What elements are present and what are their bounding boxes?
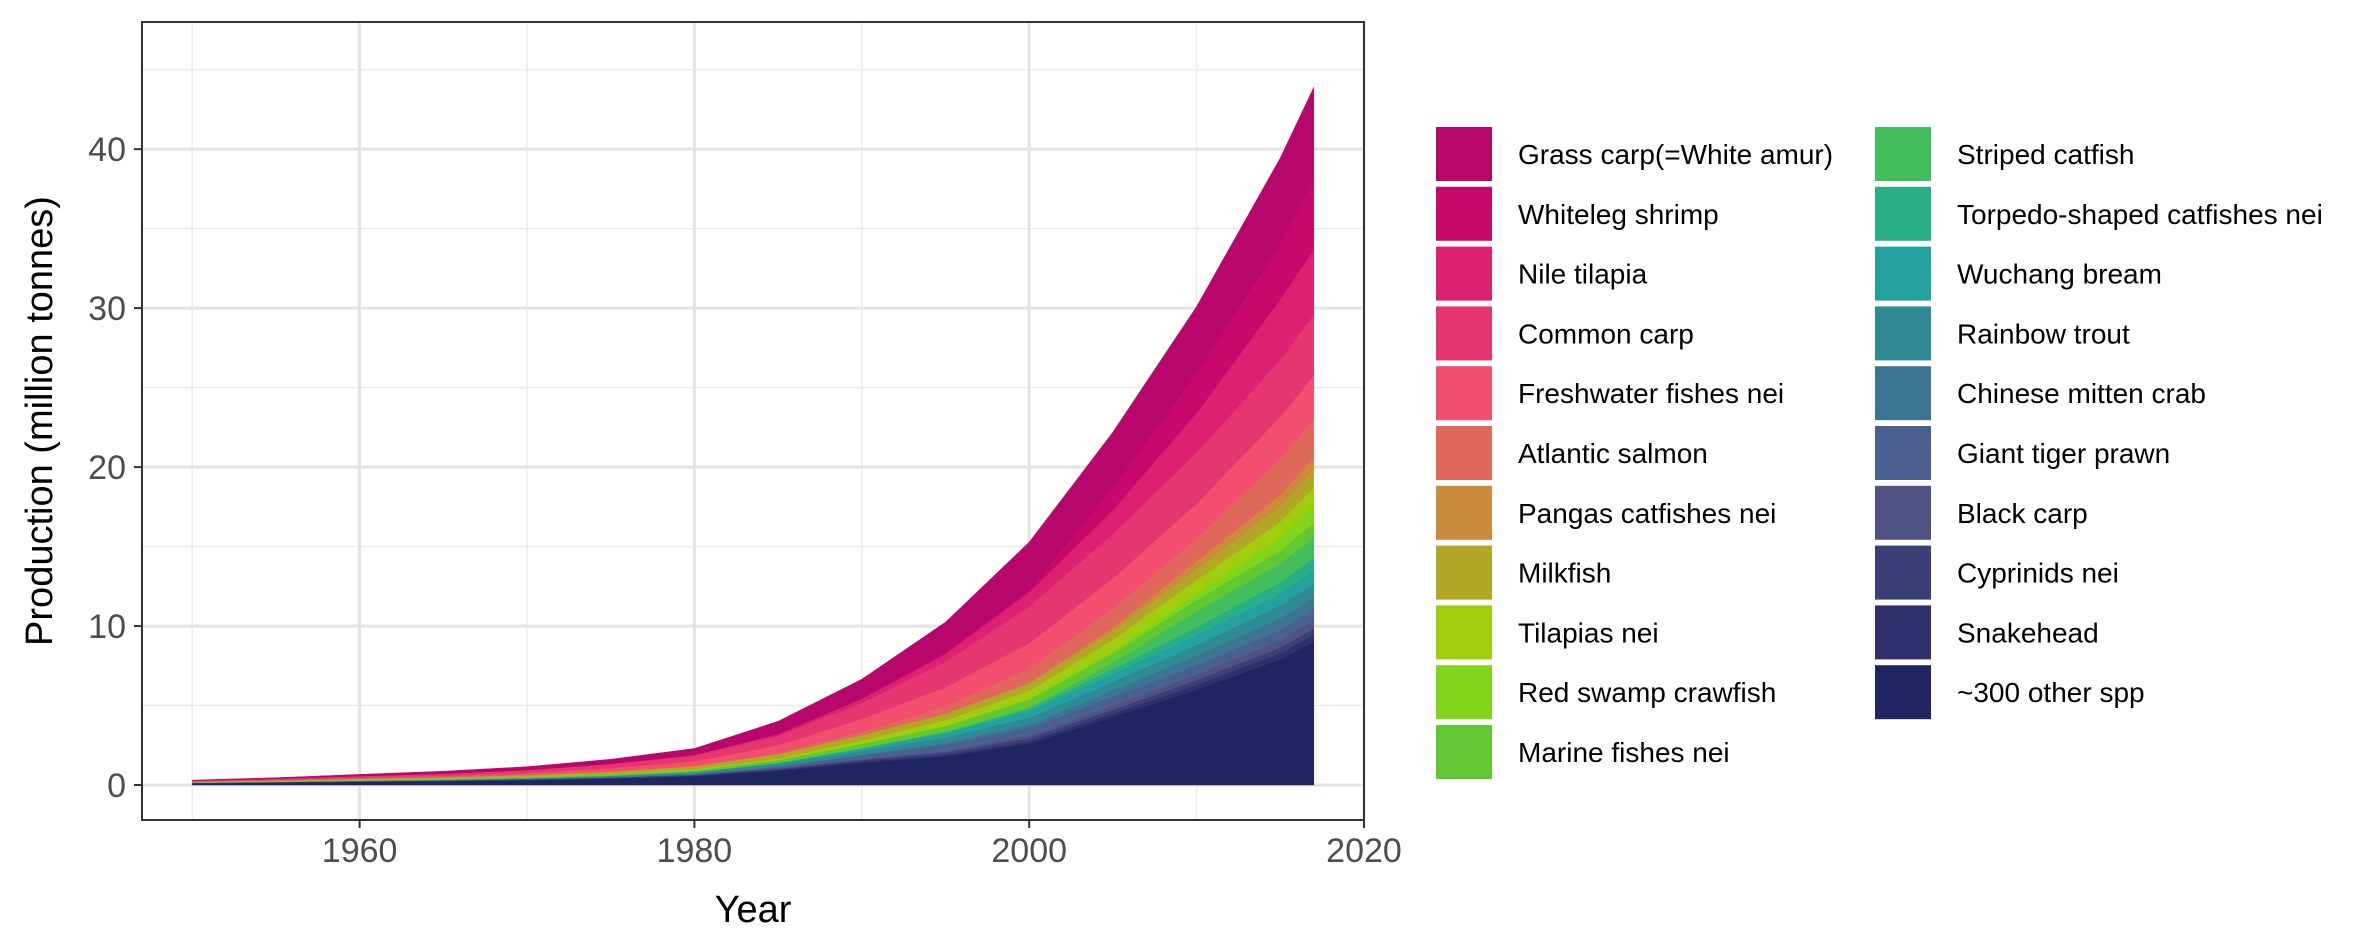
legend-key-chinese-mitten-crab bbox=[1875, 366, 1931, 421]
legend-label-nile-tilapia: Nile tilapia bbox=[1518, 259, 1648, 290]
legend-label-black-carp: Black carp bbox=[1957, 498, 2088, 529]
legend: Grass carp(=White amur) Whiteleg shrimp Ni… bbox=[1436, 127, 2323, 779]
plot-border bbox=[141, 21, 1365, 821]
x-tick-label: 1960 bbox=[322, 832, 398, 870]
legend-label-torpedo-shaped-catfishes-nei: Torpedo-shaped catfishes nei bbox=[1957, 199, 2323, 230]
y-axis-title: Production (million tonnes) bbox=[19, 196, 61, 646]
legend-key-milkfish bbox=[1436, 545, 1492, 600]
x-axis-ticks: 1960 1980 2000 2020 bbox=[322, 820, 1402, 870]
legend-label-common-carp: Common carp bbox=[1518, 318, 1694, 349]
y-tick-label: 10 bbox=[88, 608, 126, 646]
legend-key-wuchang-bream bbox=[1875, 246, 1931, 301]
x-tick-label: 2020 bbox=[1326, 832, 1402, 870]
legend-label-tilapias-nei: Tilapias nei bbox=[1518, 617, 1659, 648]
x-axis-title: Year bbox=[715, 889, 792, 931]
x-tick-label: 2000 bbox=[991, 832, 1067, 870]
legend-key-marine-fishes-nei bbox=[1436, 725, 1492, 779]
x-tick-label: 1980 bbox=[657, 832, 733, 870]
y-tick-label: 40 bbox=[88, 131, 126, 169]
legend-key-300-other-spp bbox=[1875, 665, 1931, 720]
area-grass-carp-white-amur bbox=[191, 87, 1315, 781]
legend-key-grass-carp-white-amur bbox=[1436, 127, 1492, 181]
legend-label-snakehead: Snakehead bbox=[1957, 617, 2099, 648]
y-tick-label: 0 bbox=[107, 767, 126, 805]
legend-key-pangas-catfishes-nei bbox=[1436, 485, 1492, 540]
legend-key-atlantic-salmon bbox=[1436, 426, 1492, 480]
legend-key-nile-tilapia bbox=[1436, 246, 1492, 301]
legend-label-pangas-catfishes-nei: Pangas catfishes nei bbox=[1518, 498, 1776, 529]
legend-key-cyprinids-nei bbox=[1875, 545, 1931, 600]
legend-key-snakehead bbox=[1875, 605, 1931, 660]
y-axis-ticks: 0 10 20 30 40 bbox=[88, 131, 142, 805]
legend-label-milkfish: Milkfish bbox=[1518, 558, 1611, 589]
y-tick-label: 20 bbox=[88, 449, 126, 487]
legend-key-giant-tiger-prawn bbox=[1875, 426, 1931, 480]
legend-label-chinese-mitten-crab: Chinese mitten crab bbox=[1957, 378, 2206, 409]
legend-key-torpedo-shaped-catfishes-nei bbox=[1875, 186, 1931, 241]
legend-key-rainbow-trout bbox=[1875, 306, 1931, 361]
legend-label-whiteleg-shrimp: Whiteleg shrimp bbox=[1518, 199, 1719, 230]
legend-key-tilapias-nei bbox=[1436, 605, 1492, 660]
legend-label-freshwater-fishes-nei: Freshwater fishes nei bbox=[1518, 378, 1784, 409]
legend-label-grass-carp-white-amur: Grass carp(=White amur) bbox=[1518, 139, 1833, 170]
legend-key-whiteleg-shrimp bbox=[1436, 186, 1492, 241]
y-tick-label: 30 bbox=[88, 290, 126, 328]
legend-label-marine-fishes-nei: Marine fishes nei bbox=[1518, 737, 1730, 768]
legend-key-freshwater-fishes-nei bbox=[1436, 366, 1492, 421]
stacked-areas bbox=[191, 87, 1315, 786]
legend-label-giant-tiger-prawn: Giant tiger prawn bbox=[1957, 438, 2170, 469]
legend-key-common-carp bbox=[1436, 306, 1492, 361]
legend-label-rainbow-trout: Rainbow trout bbox=[1957, 318, 2130, 349]
legend-label-red-swamp-crawfish: Red swamp crawfish bbox=[1518, 677, 1776, 708]
legend-label-wuchang-bream: Wuchang bream bbox=[1957, 259, 2162, 290]
legend-label-striped-catfish: Striped catfish bbox=[1957, 139, 2134, 170]
legend-key-striped-catfish bbox=[1875, 127, 1931, 181]
legend-key-black-carp bbox=[1875, 485, 1931, 540]
legend-key-red-swamp-crawfish bbox=[1436, 665, 1492, 720]
legend-label-300-other-spp: ~300 other spp bbox=[1957, 677, 2145, 708]
legend-label-atlantic-salmon: Atlantic salmon bbox=[1518, 438, 1708, 469]
legend-label-cyprinids-nei: Cyprinids nei bbox=[1957, 558, 2119, 589]
